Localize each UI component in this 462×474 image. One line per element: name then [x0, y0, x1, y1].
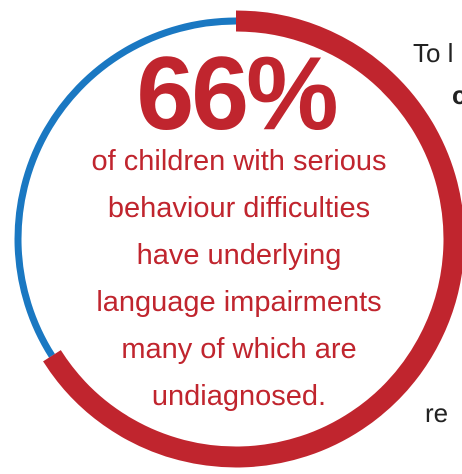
stat-description-line: behaviour difficulties	[107, 192, 371, 224]
ring-remainder-arc	[14, 17, 237, 358]
stat-description: of children with serious behaviour diffi…	[54, 138, 424, 420]
ring-value-arc	[43, 10, 462, 468]
stat-description-line: of children with serious	[91, 145, 387, 177]
stat-description-line: many of which are	[121, 333, 357, 365]
side-text-line-3: re	[425, 398, 449, 428]
stat-value: 66%	[136, 36, 338, 152]
stat-description-line: language impairments	[96, 286, 382, 318]
side-text-line-1: To l	[413, 38, 454, 68]
stat-description-line: undiagnosed.	[151, 380, 327, 412]
side-text-line-2: c	[452, 80, 462, 110]
stat-description-line: have underlying	[136, 239, 342, 271]
